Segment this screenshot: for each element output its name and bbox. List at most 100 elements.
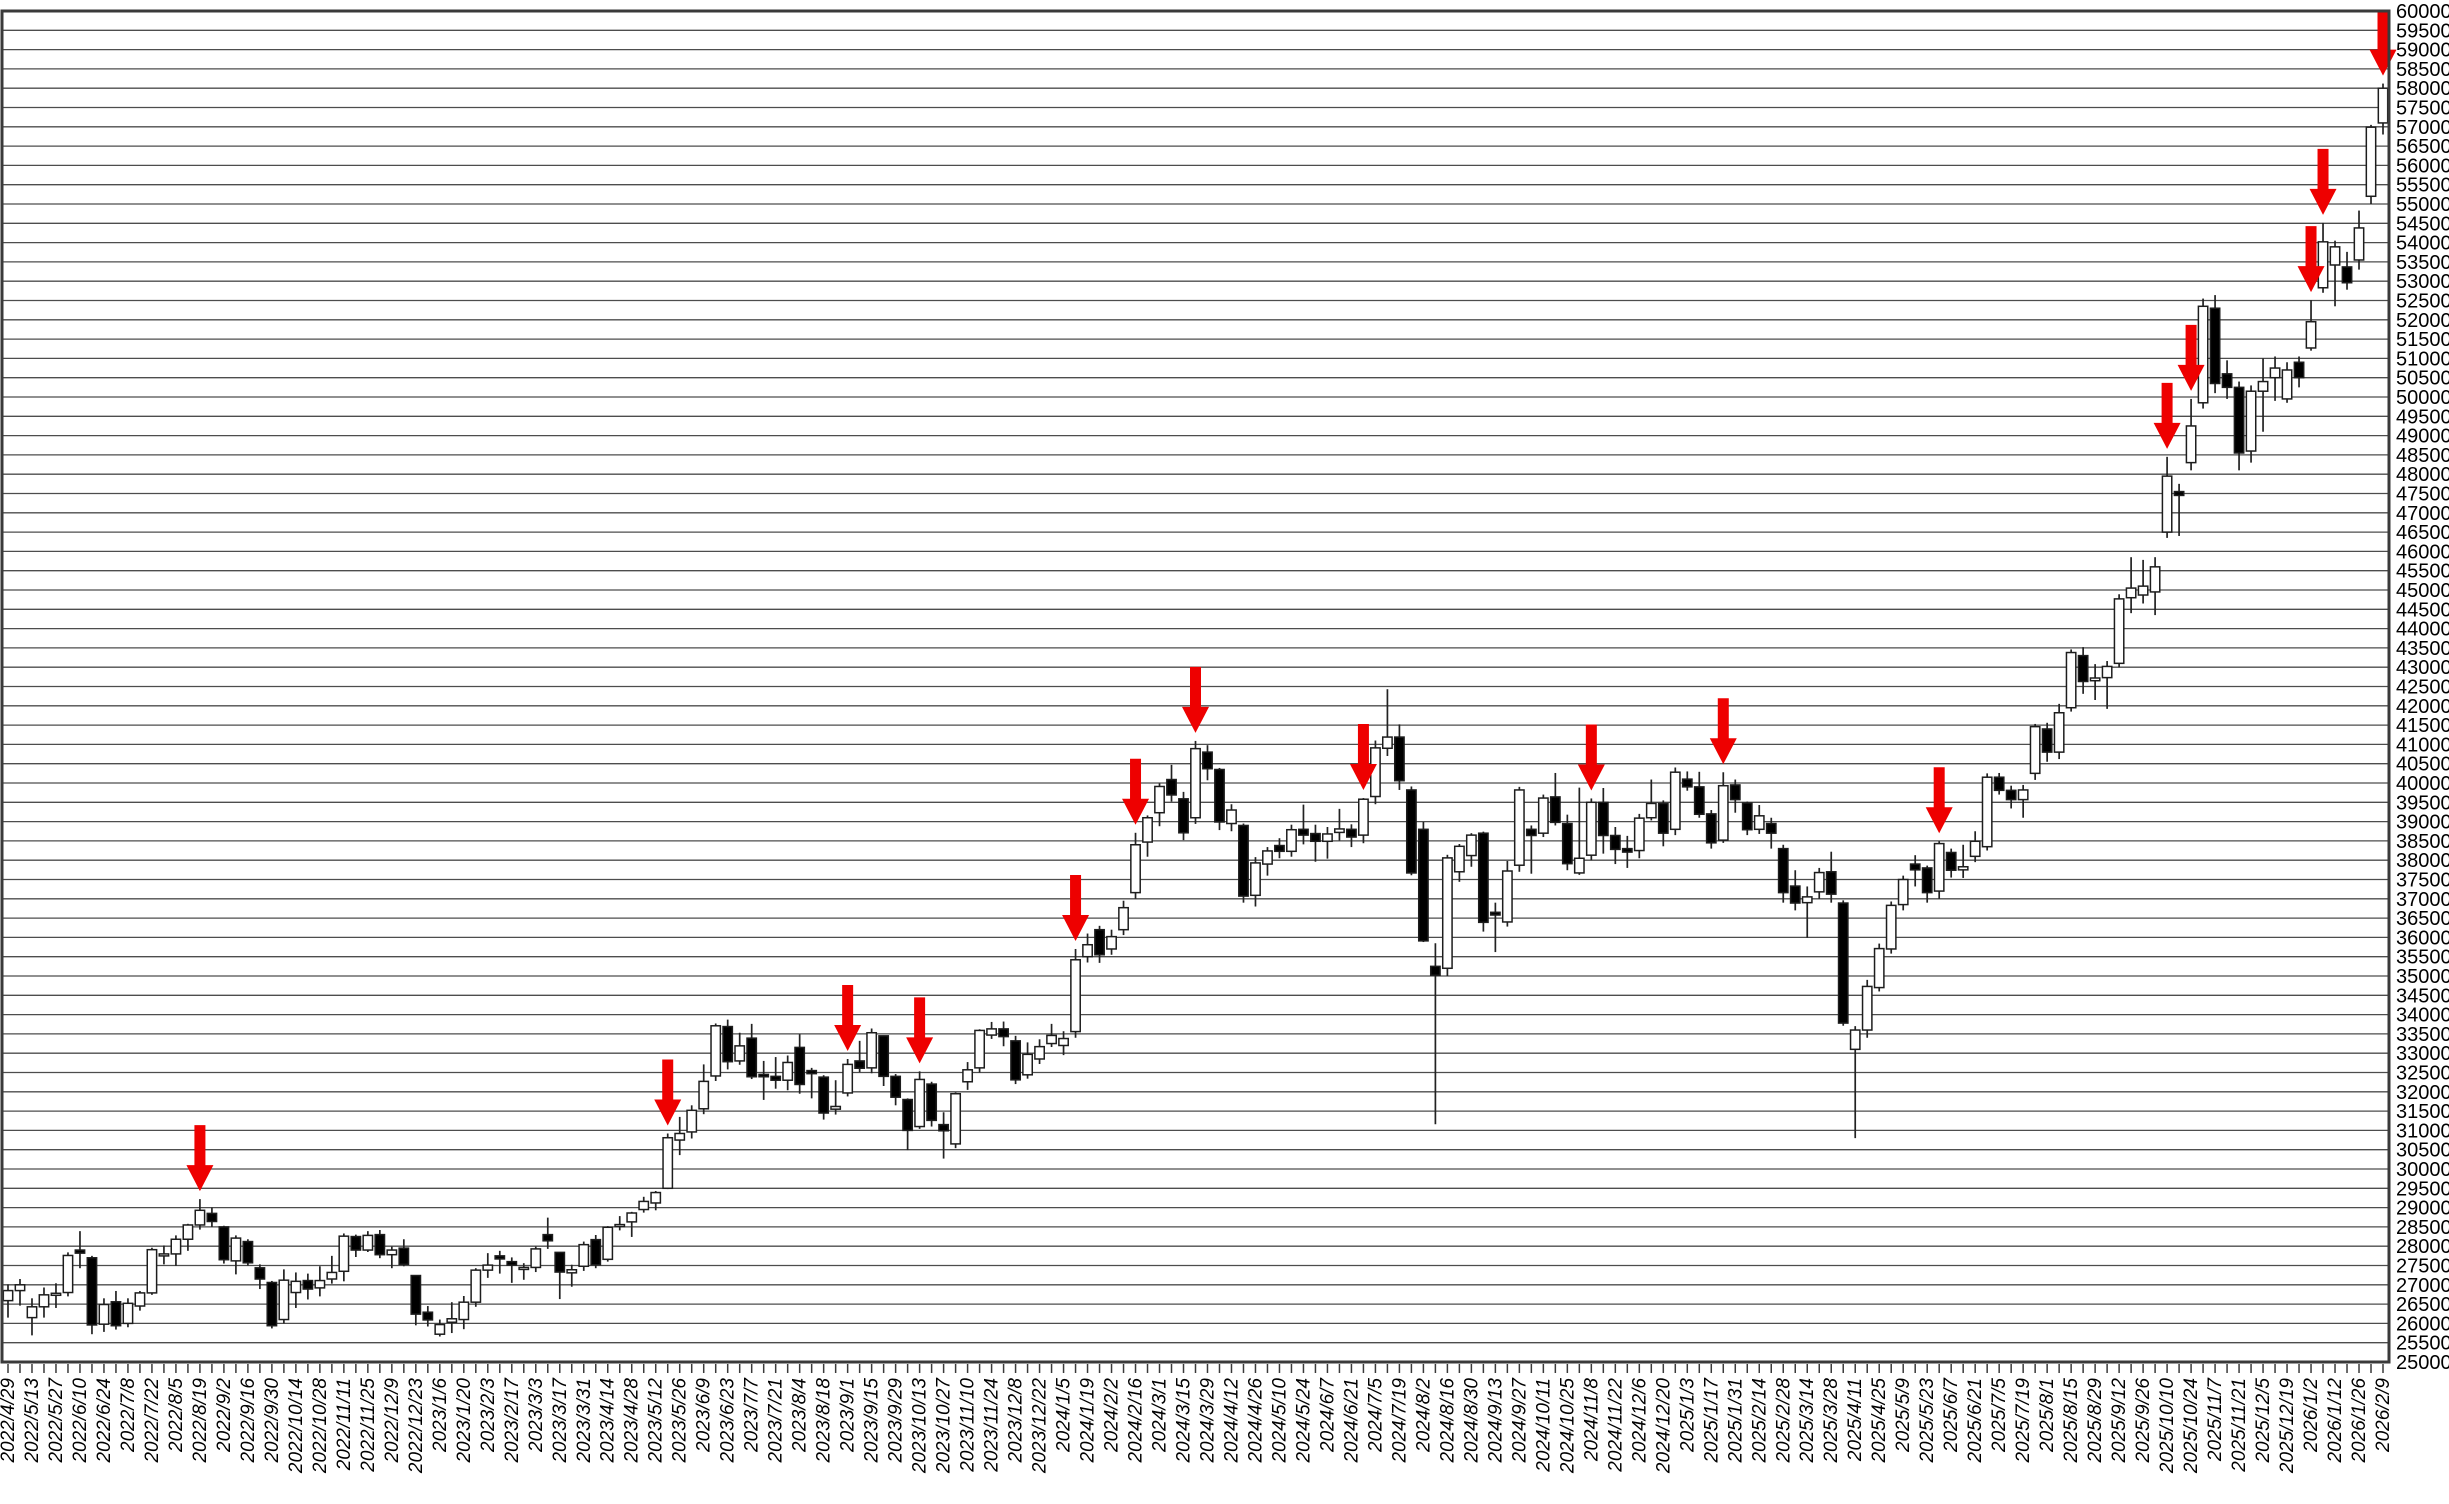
x-axis-tick-label: 2024/3/29	[1197, 1378, 1218, 1464]
x-axis-tick-label: 2025/12/19	[2277, 1378, 2298, 1475]
candle-body-up	[2029, 725, 2041, 775]
y-axis-tick-label: 32500	[2396, 1063, 2449, 1085]
candle-body-up	[2245, 390, 2257, 452]
candle-body-down	[746, 1037, 758, 1078]
y-axis-tick-label: 44500	[2396, 599, 2449, 621]
x-axis-tick-label: 2025/4/25	[1869, 1378, 1890, 1464]
y-axis-tick-label: 46000	[2396, 541, 2449, 563]
x-axis-tick-label: 2024/2/2	[1102, 1378, 1123, 1453]
down-arrow-icon	[1122, 758, 1150, 825]
x-axis-tick-label: 2024/10/25	[1557, 1378, 1578, 1475]
y-axis-tick-label: 37500	[2396, 870, 2449, 892]
candle-body-down	[1477, 832, 1489, 924]
candle-body-up	[1669, 771, 1681, 831]
y-axis-tick-label: 51500	[2396, 329, 2449, 351]
y-axis-tick-label: 29500	[2396, 1178, 2449, 1200]
candle-body-up	[2281, 369, 2293, 400]
candle-body-up	[602, 1226, 614, 1261]
x-axis-tick-label: 2024/9/27	[1509, 1377, 1530, 1464]
signal-arrows-layer	[186, 9, 2397, 1192]
candle-body-up	[1190, 747, 1201, 819]
candle-body-up	[470, 1269, 482, 1303]
candle-body-down	[1945, 851, 1957, 871]
x-axis-tick-label: 2023/7/21	[766, 1378, 787, 1464]
y-axis-tick-label: 59000	[2396, 40, 2449, 62]
candle-body-down	[1214, 768, 1225, 823]
down-arrow-icon	[2309, 148, 2337, 215]
x-axis-tick-label: 2025/6/21	[1965, 1378, 1986, 1464]
x-axis-tick-label: 2023/3/31	[574, 1378, 595, 1464]
y-axis-tick-label: 38500	[2396, 831, 2449, 853]
candle-body-down	[1657, 802, 1669, 834]
x-axis-tick-label: 2023/7/7	[742, 1377, 763, 1453]
candle-body-up	[1441, 857, 1453, 970]
candle-body-up	[2161, 475, 2173, 533]
candle-body-up	[1813, 871, 1825, 893]
y-axis-tick-label: 30000	[2396, 1159, 2449, 1181]
down-arrow-icon	[654, 1059, 682, 1126]
candle-body-up	[230, 1237, 242, 1262]
candle-body-up	[1022, 1053, 1033, 1076]
candle-body-up	[614, 1223, 626, 1228]
candle-body-up	[2185, 425, 2197, 464]
candle-body-up	[2065, 651, 2077, 709]
candle-body-up	[578, 1243, 590, 1268]
candle-body-down	[794, 1046, 806, 1086]
x-axis-tick-label: 2022/6/10	[70, 1378, 91, 1464]
candle-body-up	[1573, 857, 1585, 874]
candle-body-down	[1765, 822, 1777, 834]
plot-border-rect	[0, 9, 2391, 1364]
y-axis-tick-label: 28000	[2396, 1236, 2449, 1258]
candle-body-down	[2077, 654, 2089, 683]
candle-body-down	[2209, 307, 2221, 385]
y-axis-tick-label: 60000	[2396, 1, 2449, 23]
candle-body-up	[1801, 896, 1813, 904]
candle-body-up	[134, 1292, 146, 1307]
x-axis-tick-label: 2025/1/3	[1677, 1378, 1698, 1453]
y-axis-tick-label: 58000	[2396, 78, 2449, 100]
candle-body-down	[110, 1301, 122, 1327]
y-axis-tick-label: 48500	[2396, 445, 2449, 467]
y-axis-tick-label: 42500	[2396, 677, 2449, 699]
candle-body-up	[1873, 947, 1885, 989]
y-axis-tick-label: 31000	[2396, 1120, 2449, 1142]
candle-body-down	[1393, 736, 1405, 782]
candle-body-up	[2269, 367, 2281, 379]
candle-body-up	[2053, 711, 2065, 753]
candle-body-up	[2149, 566, 2161, 593]
x-axis-tick-label: 2023/4/14	[598, 1378, 619, 1464]
candle-body-up	[1130, 844, 1141, 894]
candle-body-up	[698, 1080, 710, 1110]
x-axis-tick-label: 2025/10/24	[2181, 1378, 2202, 1474]
x-axis-tick-label: 2025/10/10	[2157, 1378, 2178, 1475]
x-axis-tick-label: 2023/12/8	[1006, 1378, 1027, 1464]
candle-body-up	[1226, 809, 1237, 825]
x-axis-tick-label: 2026/1/12	[2325, 1378, 2346, 1464]
y-axis-tick-label: 56000	[2396, 155, 2449, 177]
candle-body-down	[1741, 802, 1753, 831]
candle-body-up	[1358, 798, 1369, 836]
y-axis-tick-label: 33500	[2396, 1024, 2449, 1046]
x-axis-tick-label: 2026/1/26	[2349, 1378, 2370, 1464]
down-arrow-icon	[2297, 226, 2325, 293]
candle-body-up	[1981, 776, 1993, 848]
y-axis-tick-label: 47000	[2396, 503, 2449, 525]
candle-body-down	[1729, 784, 1741, 801]
x-axis-tick-label: 2022/11/11	[334, 1378, 355, 1471]
candle-body-down	[86, 1257, 98, 1326]
candle-body-up	[2365, 126, 2377, 198]
candle-body-up	[2197, 305, 2209, 404]
candle-body-up	[2257, 380, 2269, 392]
y-axis-tick-label: 53500	[2396, 252, 2449, 274]
x-axis-tick-label: 2023/5/12	[646, 1378, 667, 1464]
candle-body-up	[1633, 817, 1645, 852]
candle-body-down	[1346, 828, 1357, 838]
y-axis-tick-label: 49500	[2396, 406, 2449, 428]
candle-body-up	[2089, 677, 2101, 682]
candle-body-up	[650, 1191, 662, 1204]
candle-body-up	[290, 1280, 302, 1294]
x-axis-tick-label: 2023/10/13	[910, 1378, 931, 1475]
y-axis-tick-label: 45500	[2396, 561, 2449, 583]
x-axis-tick-label: 2025/4/11	[1845, 1378, 1866, 1462]
candle-body-down	[806, 1069, 818, 1075]
